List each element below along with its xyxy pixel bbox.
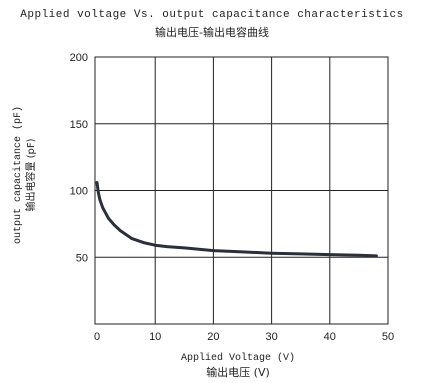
y-tick-label-200: 200 <box>70 52 88 64</box>
y-tick-label-100: 100 <box>70 186 88 198</box>
chart-subtitle: 输出电压-输出电容曲线 <box>155 26 269 39</box>
x-axis-label-cn: 输出电压 (V) <box>206 366 270 379</box>
x-axis-label: Applied Voltage (V) 输出电压 (V) <box>48 352 424 380</box>
x-tick-label-40: 40 <box>324 331 336 343</box>
y-tick-label-50: 50 <box>76 252 88 264</box>
x-tick-label-30: 30 <box>265 331 277 343</box>
x-tick-label-20: 20 <box>207 331 219 343</box>
x-tick-label-0: 0 <box>94 331 100 343</box>
x-tick-label-10: 10 <box>149 331 161 343</box>
x-axis-label-en: Applied Voltage (V) <box>180 353 296 364</box>
y-tick-label-150: 150 <box>70 119 88 131</box>
x-tick-label-50: 50 <box>382 331 394 343</box>
series-line-0 <box>95 181 378 258</box>
chart-title: Applied voltage Vs. output capacitance c… <box>20 9 404 21</box>
